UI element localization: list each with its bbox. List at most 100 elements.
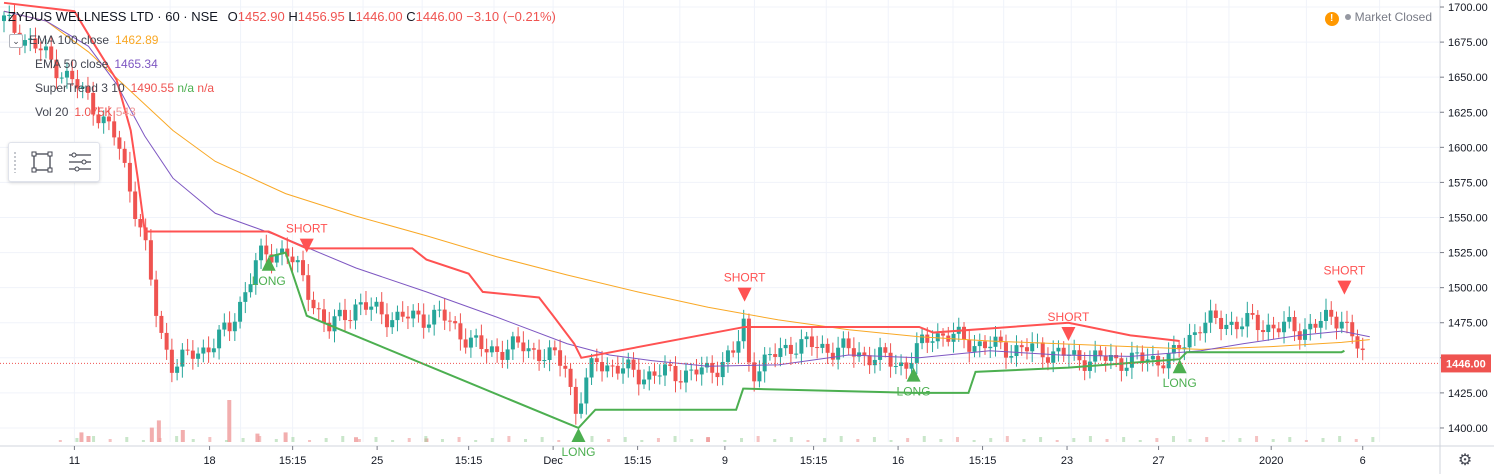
candle xyxy=(694,369,699,375)
volume-bar xyxy=(955,437,959,442)
x-tick-label: 15:15 xyxy=(800,455,828,467)
indicator-supertrend[interactable]: SuperTrend 3 10 1490.55 n/a n/a xyxy=(35,81,214,95)
candle xyxy=(820,343,825,348)
volume-bar xyxy=(1371,437,1375,442)
volume-bar xyxy=(341,436,345,442)
candle xyxy=(138,218,143,228)
candle xyxy=(563,365,568,369)
candle xyxy=(175,366,180,373)
candle xyxy=(904,362,909,369)
candle xyxy=(253,260,258,285)
volume-bar xyxy=(839,436,843,442)
candle xyxy=(1245,313,1250,327)
indicator-value: 1465.34 xyxy=(114,57,158,71)
candle xyxy=(935,333,940,342)
volume-bar xyxy=(324,438,328,442)
candle xyxy=(715,372,720,378)
candle xyxy=(537,349,542,362)
x-tick-label: 9 xyxy=(722,455,728,467)
long-signal-arrow xyxy=(261,256,276,271)
volume-bar xyxy=(1039,437,1043,442)
candle xyxy=(49,46,54,60)
candle xyxy=(348,320,353,322)
candle xyxy=(642,379,647,385)
candle xyxy=(925,334,930,343)
volume-bar xyxy=(357,439,361,442)
candle xyxy=(1240,326,1245,330)
volume-bar xyxy=(806,440,810,442)
volume-bar xyxy=(972,440,976,442)
candle xyxy=(1318,320,1323,328)
candle xyxy=(1339,321,1344,329)
candle xyxy=(1098,350,1103,357)
candle xyxy=(1056,347,1061,352)
warning-icon[interactable]: ! xyxy=(1324,12,1339,26)
indicator-volume[interactable]: Vol 20 1.075K 543 xyxy=(35,105,136,119)
candle xyxy=(673,365,678,382)
long-signal-label: LONG xyxy=(897,385,931,399)
candle xyxy=(851,348,856,357)
volume-bar xyxy=(474,440,478,442)
indicator-ema50[interactable]: EMA 50 close 1465.34 xyxy=(35,57,158,71)
high-value: 1456.95 xyxy=(297,9,345,24)
candle xyxy=(678,381,683,383)
volume-bar xyxy=(374,437,378,442)
candle xyxy=(1224,324,1229,330)
candle xyxy=(621,368,626,374)
candle xyxy=(495,346,500,352)
volume-bar xyxy=(590,436,594,442)
candle xyxy=(1161,365,1166,369)
symbol-title[interactable]: ZYDUS WELLNESS LTD · 60 · NSE xyxy=(8,9,218,24)
candle xyxy=(878,347,883,360)
volume-bar xyxy=(308,440,312,442)
volume-bar xyxy=(158,438,162,442)
candle xyxy=(1271,324,1276,329)
gear-icon[interactable]: ⚙ xyxy=(1457,452,1473,469)
candle xyxy=(101,116,106,124)
candle xyxy=(521,342,526,352)
candle xyxy=(788,344,793,354)
volume-bar xyxy=(141,440,145,442)
y-tick-label: 1550.00 xyxy=(1448,212,1488,224)
candle xyxy=(683,370,688,383)
collapse-legend-button[interactable]: ⌄ xyxy=(9,34,23,48)
candle xyxy=(117,137,122,149)
candle xyxy=(458,323,463,340)
short-signal-arrow xyxy=(737,287,752,302)
candle xyxy=(909,362,914,369)
volume-bar xyxy=(241,438,245,442)
volume-bar xyxy=(789,437,793,442)
candle xyxy=(1061,347,1066,356)
list-icon[interactable] xyxy=(67,151,93,173)
candle xyxy=(1003,342,1008,358)
candle xyxy=(757,371,762,382)
candle xyxy=(883,347,888,353)
last-price-badge xyxy=(1441,354,1491,373)
candle xyxy=(1045,357,1050,363)
candle xyxy=(1323,309,1328,321)
ema50-line xyxy=(3,10,1370,367)
indicator-ema100[interactable]: ⌄ EMA 100 close 1462.89 xyxy=(9,33,158,48)
indicator-value-2: n/a xyxy=(177,81,195,95)
volume-bar xyxy=(1022,439,1026,442)
candle xyxy=(689,369,694,371)
candle xyxy=(846,338,851,349)
volume-bar xyxy=(407,438,411,442)
candle xyxy=(988,346,993,349)
candle xyxy=(762,354,767,372)
candle xyxy=(285,248,290,257)
volume-bar xyxy=(673,436,677,442)
candle xyxy=(363,302,368,310)
candle xyxy=(211,348,216,353)
candle xyxy=(379,301,384,315)
volume-bar xyxy=(740,438,744,442)
drag-handle-icon[interactable] xyxy=(13,151,17,173)
candle xyxy=(1287,317,1292,322)
candle xyxy=(867,355,872,366)
candle xyxy=(794,353,799,355)
candle xyxy=(332,316,337,332)
candle xyxy=(85,86,90,93)
candle xyxy=(437,309,442,311)
rectangle-icon[interactable] xyxy=(31,151,53,173)
